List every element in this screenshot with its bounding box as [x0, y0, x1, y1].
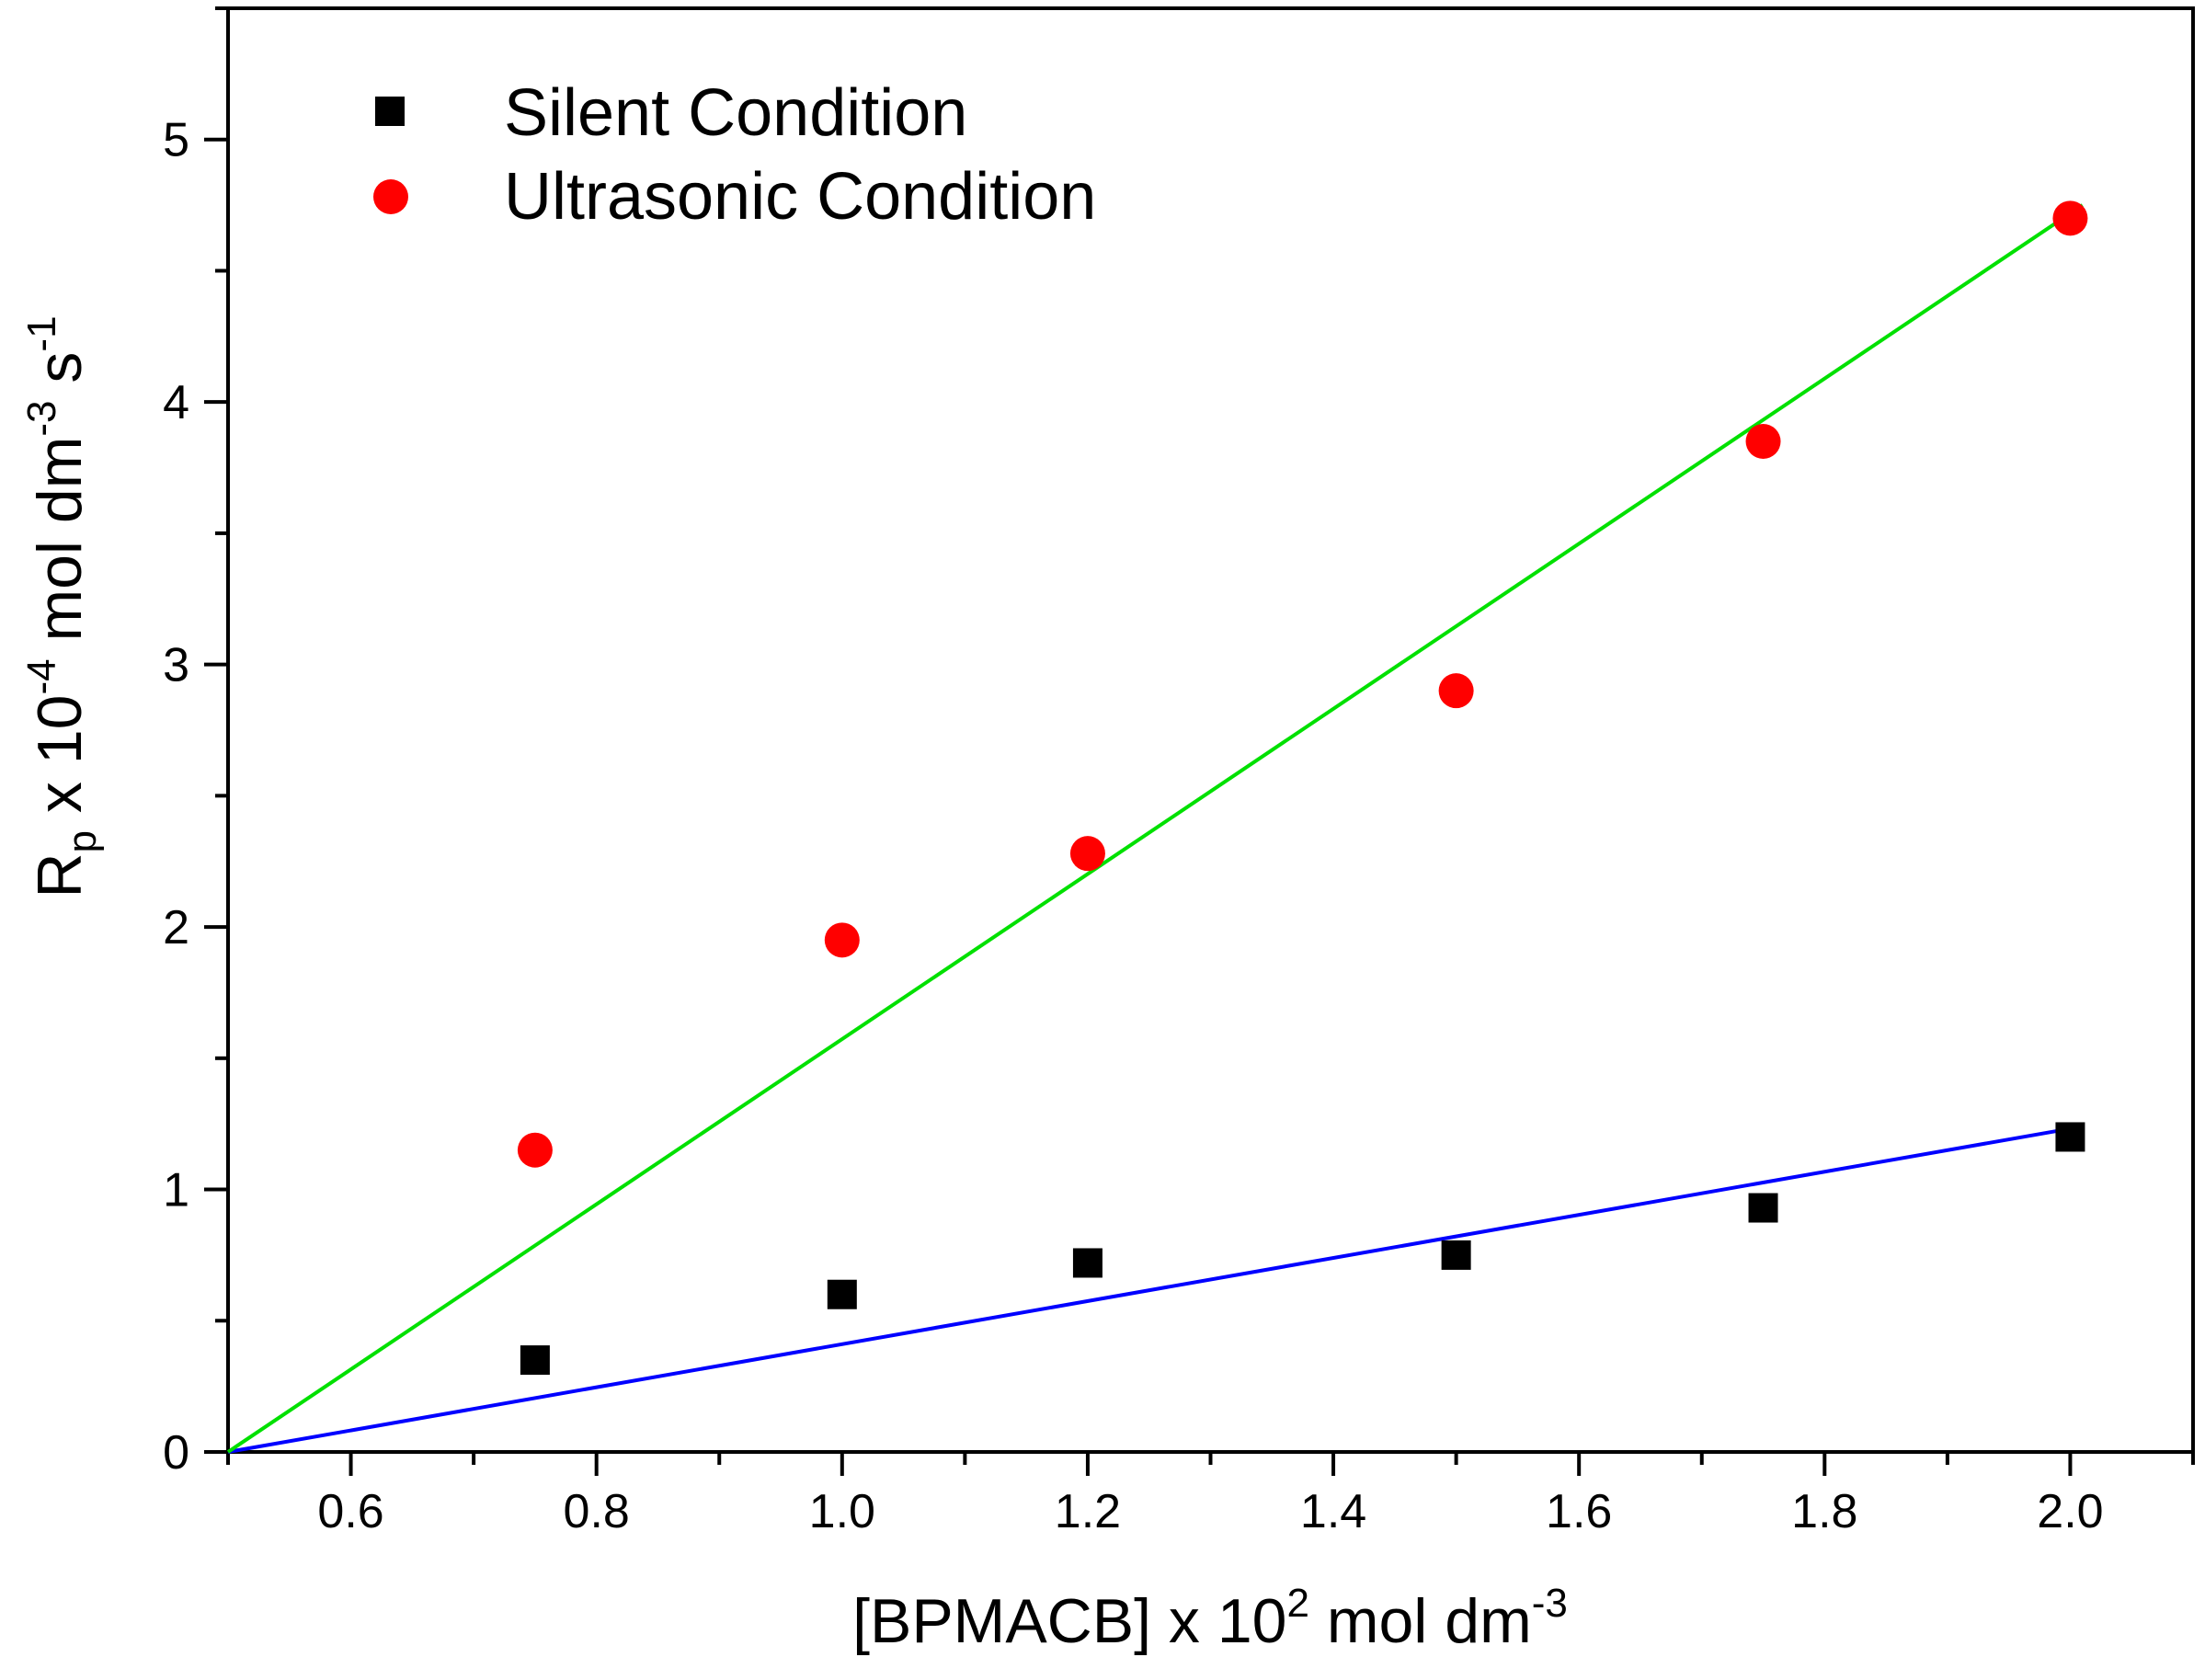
silent-data-point — [1748, 1193, 1778, 1223]
y-axis-label: Rp x 10-4 mol dm-3 s-1 — [19, 315, 105, 897]
ultrasonic-data-point — [1069, 836, 1105, 872]
x-tick-label: 1.4 — [1300, 1485, 1366, 1538]
ultrasonic-data-point — [1438, 673, 1474, 709]
legend: Silent Condition Ultrasonic Condition — [373, 76, 1096, 234]
fit-lines — [226, 203, 2084, 1454]
fit-line-ultrasonic — [226, 203, 2084, 1454]
x-tick-label: 0.6 — [317, 1485, 383, 1538]
legend-label-ultrasonic: Ultrasonic Condition — [504, 160, 1096, 234]
x-tick-label: 1.8 — [1791, 1485, 1857, 1538]
x-tick-label: 2.0 — [2037, 1485, 2103, 1538]
silent-data-point — [520, 1345, 550, 1376]
x-tick-label: 0.8 — [564, 1485, 630, 1538]
x-tick-label: 1.6 — [1546, 1485, 1612, 1538]
legend-marker-ultrasonic — [373, 179, 408, 214]
legend-label-silent: Silent Condition — [504, 76, 967, 150]
x-axis-label: [BPMACB] x 102 mol dm-3 — [852, 1581, 1568, 1656]
data-markers — [517, 200, 2088, 1376]
fit-line-silent — [227, 1125, 2084, 1454]
y-tick-label: 5 — [163, 114, 189, 167]
ultrasonic-data-point — [2052, 200, 2088, 236]
y-axis-ticks: 0 1 2 3 4 5 — [163, 6, 228, 1480]
y-tick-label: 1 — [163, 1164, 189, 1217]
silent-data-point — [1441, 1240, 1471, 1270]
y-tick-label: 4 — [163, 376, 189, 429]
x-tick-label: 1.2 — [1055, 1485, 1121, 1538]
silent-data-point — [827, 1279, 857, 1309]
x-axis-ticks: 0.6 0.8 1.0 1.2 1.4 1.6 1.8 2.0 — [226, 1452, 2195, 1538]
y-tick-label: 3 — [163, 639, 189, 692]
y-tick-label: 2 — [163, 901, 189, 954]
ultrasonic-data-point — [824, 922, 860, 958]
x-tick-label: 1.0 — [809, 1485, 875, 1538]
y-tick-label: 0 — [163, 1426, 189, 1480]
silent-data-point — [2055, 1122, 2085, 1152]
silent-data-point — [1072, 1248, 1102, 1278]
ultrasonic-data-point — [517, 1132, 553, 1168]
legend-marker-silent — [375, 97, 405, 126]
ultrasonic-data-point — [1745, 424, 1781, 459]
